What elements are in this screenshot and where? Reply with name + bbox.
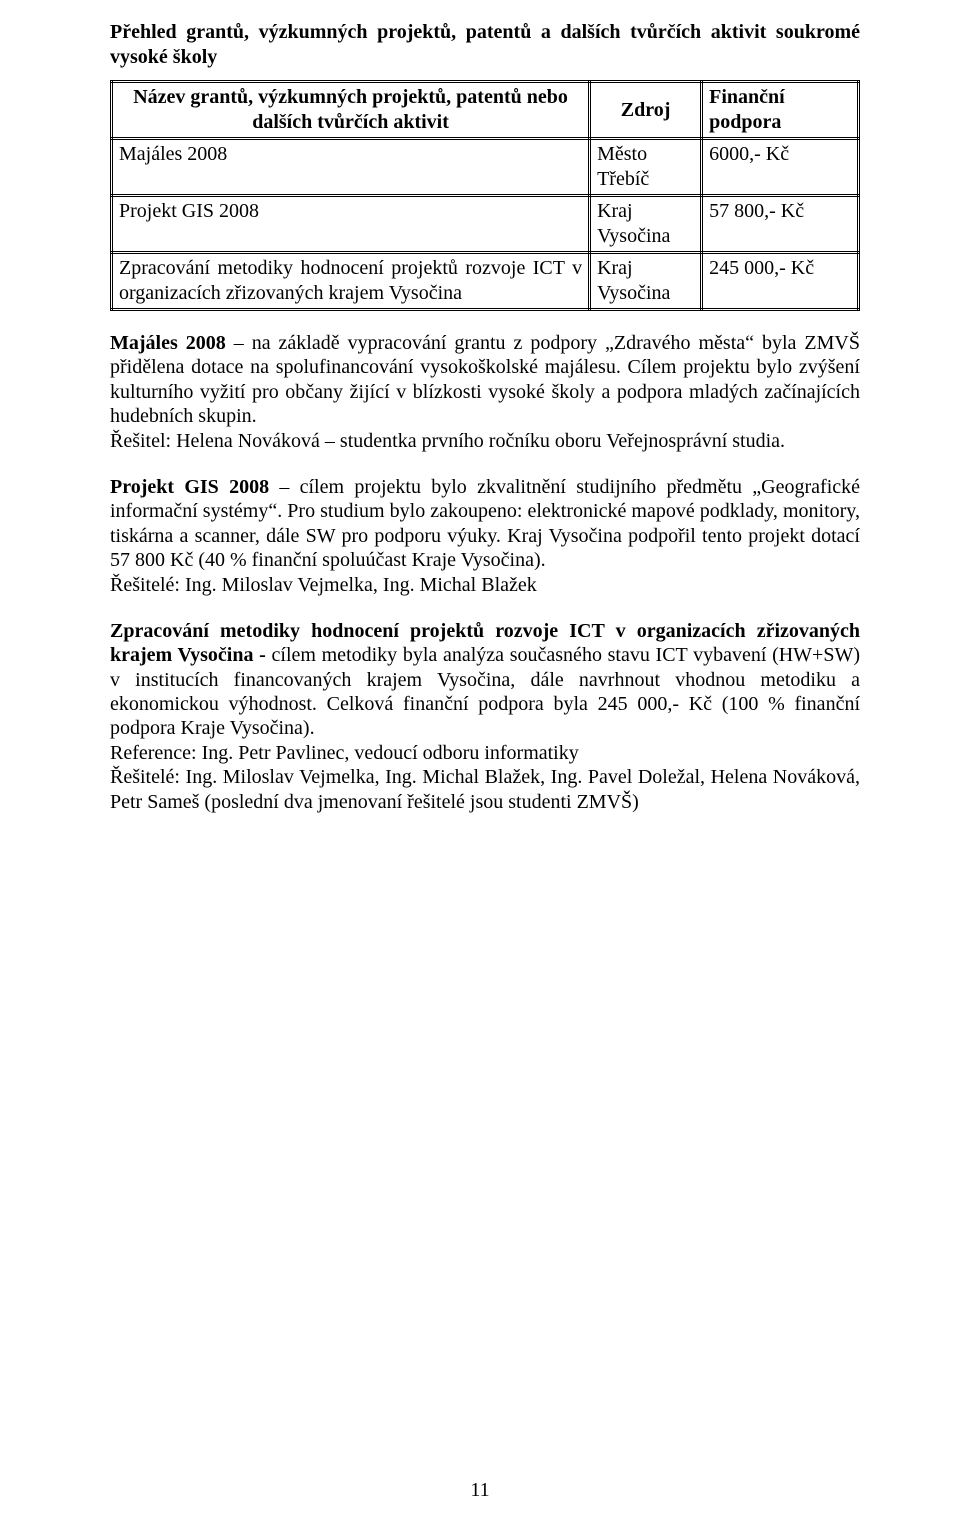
section-title: Přehled grantů, výzkumných projektů, pat… [110,20,860,70]
paragraph-line: Řešitelé: Ing. Miloslav Vejmelka, Ing. M… [110,574,537,596]
paragraph-gis: Projekt GIS 2008 – cílem projektu bylo z… [110,475,860,597]
cell-funding: 245 000,- Kč [702,253,859,310]
col-header-name: Název grantů, výzkumných projektů, paten… [112,82,590,139]
cell-name: Projekt GIS 2008 [112,196,590,253]
page-number: 11 [0,1479,960,1502]
grants-table: Název grantů, výzkumných projektů, paten… [110,80,860,311]
paragraph-ict: Zpracování metodiky hodnocení projektů r… [110,619,860,814]
table-row: Zpracování metodiky hodnocení projektů r… [112,253,859,310]
table-row: Majáles 2008 Město Třebíč 6000,- Kč [112,139,859,196]
paragraph-lead: Projekt GIS 2008 [110,476,269,498]
paragraph-line: Řešitelé: Ing. Miloslav Vejmelka, Ing. M… [110,766,860,812]
cell-source: Kraj Vysočina [590,196,702,253]
cell-source: Kraj Vysočina [590,253,702,310]
cell-name: Majáles 2008 [112,139,590,196]
paragraph-majales: Majáles 2008 – na základě vypracování gr… [110,331,860,453]
col-header-funding: Finanční podpora [702,82,859,139]
paragraph-lead: Majáles 2008 [110,332,226,354]
cell-name: Zpracování metodiky hodnocení projektů r… [112,253,590,310]
paragraph-line: Reference: Ing. Petr Pavlinec, vedoucí o… [110,742,579,764]
cell-funding: 6000,- Kč [702,139,859,196]
cell-funding: 57 800,- Kč [702,196,859,253]
col-header-source: Zdroj [590,82,702,139]
table-row: Projekt GIS 2008 Kraj Vysočina 57 800,- … [112,196,859,253]
cell-source: Město Třebíč [590,139,702,196]
table-header-row: Název grantů, výzkumných projektů, paten… [112,82,859,139]
paragraph-line: Řešitel: Helena Nováková – studentka prv… [110,430,785,452]
